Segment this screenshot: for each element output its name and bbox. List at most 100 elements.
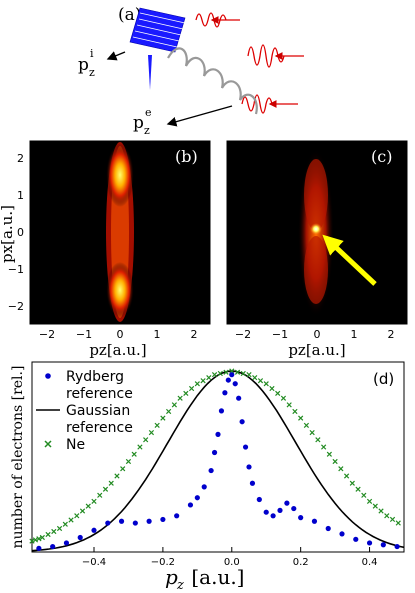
panel-d-plot-area [31, 361, 405, 553]
panel-b-lobe-bottom [106, 262, 134, 318]
point-ne-15-0 [280, 395, 287, 401]
point-rydberg-reference-20 [229, 372, 235, 378]
svg-text:−2: −2 [39, 328, 55, 341]
panel-b-xlabel: pz[a.u.] [89, 341, 146, 359]
point-ne-2-0 [56, 525, 63, 532]
point-ne-16-0 [298, 415, 304, 421]
point-rydberg-reference-7 [132, 520, 138, 526]
point-ne-21-1 [389, 516, 396, 523]
panel-d-ylabel: number of electrons [rel.] [10, 366, 26, 549]
point-rydberg-reference-12 [194, 495, 200, 501]
point-ne-11-2 [223, 369, 229, 375]
point-ne-4-0 [91, 498, 97, 504]
svg-text:1: 1 [154, 328, 161, 341]
point-rydberg-reference-0 [36, 545, 42, 551]
point-ne-6-1 [131, 451, 137, 457]
point-ne-13-2 [257, 378, 264, 384]
point-rydberg-reference-8 [146, 518, 152, 524]
point-ne-1-0 [39, 534, 45, 541]
point-ne-20-0 [366, 498, 373, 504]
electron-trajectory [167, 47, 258, 115]
point-rydberg-reference-3 [77, 534, 83, 541]
legend-rydberg-line1: Rydberg [66, 369, 124, 385]
point-rydberg-reference-36 [339, 531, 345, 537]
panel-d-marks [29, 368, 405, 552]
panel-b-ytick-labels: 2 1 0 −1 −2 [8, 152, 24, 313]
point-rydberg-reference-23 [239, 419, 245, 425]
legend: Rydberg reference Gaussian reference Ne [36, 369, 133, 453]
point-ne-0-1 [32, 537, 39, 543]
point-rydberg-reference-18 [222, 390, 228, 396]
panel-a: (a) p z i p [78, 5, 304, 137]
point-rydberg-reference-38 [366, 540, 373, 546]
point-rydberg-reference-31 [284, 500, 290, 506]
panel-c-label: (c) [371, 147, 392, 166]
svg-text:0: 0 [314, 328, 321, 341]
svg-text:p: p [165, 565, 178, 589]
point-ne-3-0 [74, 513, 80, 519]
point-ne-7-1 [148, 429, 155, 436]
svg-text:−1: −1 [8, 263, 24, 276]
point-ne-4-2 [102, 486, 109, 492]
panel-d-xlabel: p z [a.u.] [165, 565, 244, 593]
point-rydberg-reference-34 [311, 518, 318, 524]
svg-text:z: z [89, 66, 95, 79]
point-ne-12-2 [240, 370, 246, 377]
point-ne-9-2 [188, 385, 195, 392]
point-ne-10-0 [194, 381, 200, 387]
legend-gaussian-line1: Gaussian [66, 403, 130, 419]
point-ne-21-2 [395, 520, 401, 526]
point-ne-14-2 [275, 390, 281, 396]
point-ne-17-0 [315, 437, 321, 443]
legend-rydberg-line2: reference [66, 386, 133, 402]
point-rydberg-reference-21 [232, 381, 238, 387]
svg-text:2: 2 [191, 328, 198, 341]
panel-b: (b) 2 1 0 −1 −2 −2 −1 0 1 2 pz[a.u.] px[… [0, 140, 211, 359]
point-ne-19-1 [355, 486, 361, 492]
pz-i-arrow [106, 51, 126, 61]
point-ne-15-2 [292, 408, 298, 415]
panel-d: −0.4 −0.2 0.0 0.2 0.4 (d) Rydberg reference … [10, 361, 405, 593]
point-ne-14-0 [263, 381, 269, 387]
panel-d-xtick-label-2: 0.0 [224, 557, 240, 568]
point-ne-10-1 [200, 378, 206, 384]
point-rydberg-reference-10 [174, 513, 180, 519]
panel-b-xtick-labels: −2 −1 0 1 2 [39, 328, 198, 341]
point-rydberg-reference-27 [256, 496, 262, 503]
svg-text:1: 1 [351, 328, 358, 341]
point-ne-5-0 [108, 480, 114, 486]
svg-text:0: 0 [117, 328, 124, 341]
point-rydberg-reference-15 [211, 449, 218, 456]
point-ne-1-2 [51, 528, 57, 535]
point-ne-2-2 [68, 517, 74, 523]
point-rydberg-reference-22 [236, 395, 242, 401]
point-ne-3-2 [85, 503, 91, 509]
point-rydberg-reference-17 [218, 408, 225, 414]
point-ne-19-2 [361, 492, 367, 498]
point-ne-3-1 [79, 508, 86, 514]
svg-text:0: 0 [17, 226, 24, 239]
svg-text:p: p [78, 55, 89, 75]
point-ne-12-1 [234, 369, 241, 375]
point-rydberg-reference-11 [187, 502, 194, 508]
panel-d-label: (d) [373, 370, 394, 388]
point-ne-8-2 [171, 402, 177, 408]
point-rydberg-reference-25 [246, 464, 252, 470]
point-ne-16-1 [303, 422, 310, 428]
svg-text:[a.u.]: [a.u.] [185, 565, 244, 589]
panel-c-yellow-arrow [322, 234, 377, 286]
point-rydberg-reference-14 [208, 467, 214, 474]
point-ne-9-1 [183, 390, 189, 396]
point-rydberg-reference-13 [201, 484, 207, 490]
svg-text:z: z [176, 578, 184, 593]
point-ne-0-2 [36, 536, 42, 542]
panel-d-xtick-label-0: −0.4 [82, 557, 106, 568]
point-rydberg-reference-29 [270, 513, 276, 519]
point-ne-13-1 [252, 375, 258, 381]
point-ne-18-2 [343, 473, 350, 479]
point-ne-5-2 [120, 466, 126, 472]
point-ne-17-1 [321, 444, 327, 450]
point-ne-16-2 [309, 429, 315, 436]
pz-e-arrow [166, 105, 233, 127]
